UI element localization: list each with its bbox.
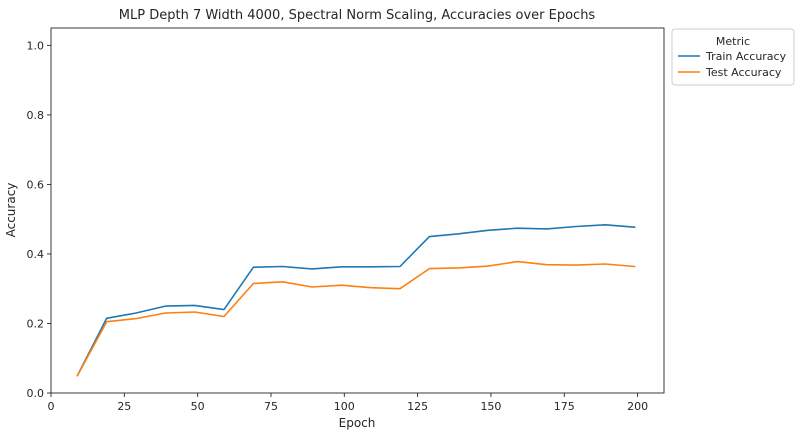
y-tick-label: 0.6	[27, 178, 45, 191]
y-tick-label: 1.0	[27, 39, 45, 52]
axes-frame	[50, 27, 665, 394]
y-axis-ticks: 0.0 0.2 0.4 0.6 0.8 1.0	[27, 39, 51, 400]
plot-area	[50, 27, 665, 394]
x-tick-label: 25	[117, 400, 131, 413]
series-layer	[76, 224, 636, 377]
y-tick-label: 0.8	[27, 109, 45, 122]
legend: Metric Train Accuracy Test Accuracy	[671, 28, 795, 86]
legend-title: Metric	[716, 35, 750, 48]
x-axis-label: Epoch	[339, 416, 376, 430]
x-tick-label: 200	[627, 400, 648, 413]
x-tick-label: 125	[407, 400, 428, 413]
y-tick-label: 0.0	[27, 387, 45, 400]
legend-entries: Train Accuracy Test Accuracy	[678, 50, 787, 79]
y-tick-label: 0.4	[27, 248, 45, 261]
legend-entry-label: Train Accuracy	[705, 50, 787, 63]
series-line-train-accuracy	[76, 224, 636, 377]
x-tick-label: 75	[264, 400, 278, 413]
y-tick-label: 0.2	[27, 317, 45, 330]
x-tick-label: 0	[48, 400, 55, 413]
x-tick-label: 50	[191, 400, 205, 413]
chart-title: MLP Depth 7 Width 4000, Spectral Norm Sc…	[119, 8, 596, 23]
legend-box	[671, 28, 795, 86]
x-axis-ticks: 0 25 50 75 100 125 150 175 200	[48, 393, 648, 413]
x-tick-label: 150	[480, 400, 501, 413]
legend-entry-label: Test Accuracy	[705, 66, 782, 79]
y-axis-label: Accuracy	[4, 183, 18, 238]
x-tick-label: 175	[554, 400, 575, 413]
series-line-test-accuracy	[76, 260, 636, 377]
x-tick-label: 100	[334, 400, 355, 413]
